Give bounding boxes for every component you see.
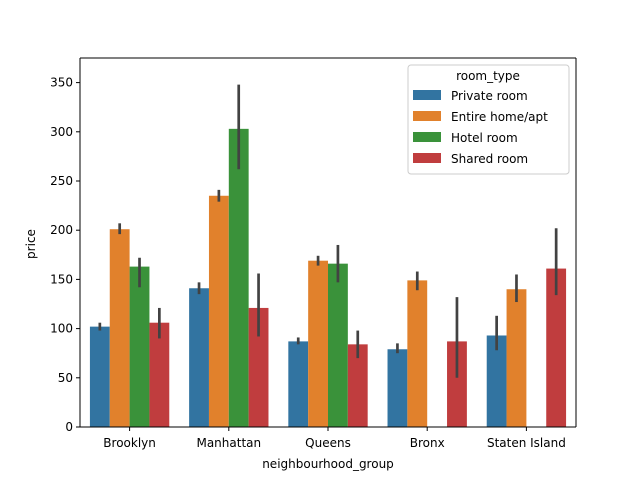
bars-layer	[89, 128, 567, 427]
legend-label: Entire home/apt	[451, 110, 548, 124]
x-tick-label: Bronx	[410, 436, 445, 450]
bar-hotel-room-brooklyn	[129, 266, 150, 427]
bar-shared-room-manhattan	[248, 307, 269, 427]
bar-entire-home-apt-queens	[308, 260, 328, 427]
legend-swatch	[413, 132, 441, 142]
bar-entire-home-apt-manhattan	[208, 195, 229, 427]
bar-entire-home-apt-brooklyn	[109, 229, 130, 427]
bar-private-room-queens	[288, 341, 309, 427]
bar-private-room-manhattan	[189, 288, 209, 427]
x-tick-label: Manhattan	[196, 436, 261, 450]
y-tick-label: 300	[50, 125, 73, 139]
x-tick-label: Brooklyn	[103, 436, 156, 450]
legend-swatch	[413, 111, 441, 121]
y-tick-label: 50	[58, 371, 73, 385]
y-tick-label: 200	[50, 223, 73, 237]
legend-label: Private room	[451, 89, 528, 103]
y-axis-label: price	[24, 229, 38, 259]
y-tick-label: 150	[50, 272, 73, 286]
x-tick-label: Queens	[305, 436, 351, 450]
error-bars-layer	[98, 84, 558, 378]
legend-swatch	[413, 153, 441, 163]
legend-label: Hotel room	[451, 131, 518, 145]
ticks-layer: 0 50 100 150 200 250 300 350 Brooklyn Manhattan Qu…	[50, 76, 566, 450]
y-tick-label: 350	[50, 76, 73, 90]
bar-shared-room-staten-island	[546, 268, 567, 427]
bar-hotel-room-manhattan	[228, 128, 249, 427]
bar-entire-home-apt-bronx	[407, 280, 428, 427]
bar-private-room-staten-island	[486, 335, 507, 427]
legend-swatch	[413, 90, 441, 100]
bar-shared-room-brooklyn	[149, 322, 170, 427]
y-tick-label: 100	[50, 322, 73, 336]
bar-hotel-room-queens	[328, 263, 348, 427]
legend-label: Shared room	[451, 152, 528, 166]
bar-shared-room-bronx	[447, 341, 467, 427]
bar-private-room-brooklyn	[89, 326, 110, 427]
x-axis-label: neighbourhood_group	[262, 457, 394, 471]
bar-shared-room-queens	[347, 344, 368, 427]
legend-title: room_type	[456, 69, 520, 83]
bar-private-room-bronx	[387, 349, 408, 427]
y-tick-label: 250	[50, 174, 73, 188]
legend-items: Private room Entire home/apt Hotel room Sha…	[413, 89, 548, 166]
legend-frame	[407, 64, 570, 175]
bar-entire-home-apt-staten-island	[506, 289, 527, 427]
legend: room_type Private room Entire home/apt Hot…	[407, 64, 570, 175]
y-tick-label: 0	[65, 420, 73, 434]
x-tick-label: Staten Island	[487, 436, 566, 450]
